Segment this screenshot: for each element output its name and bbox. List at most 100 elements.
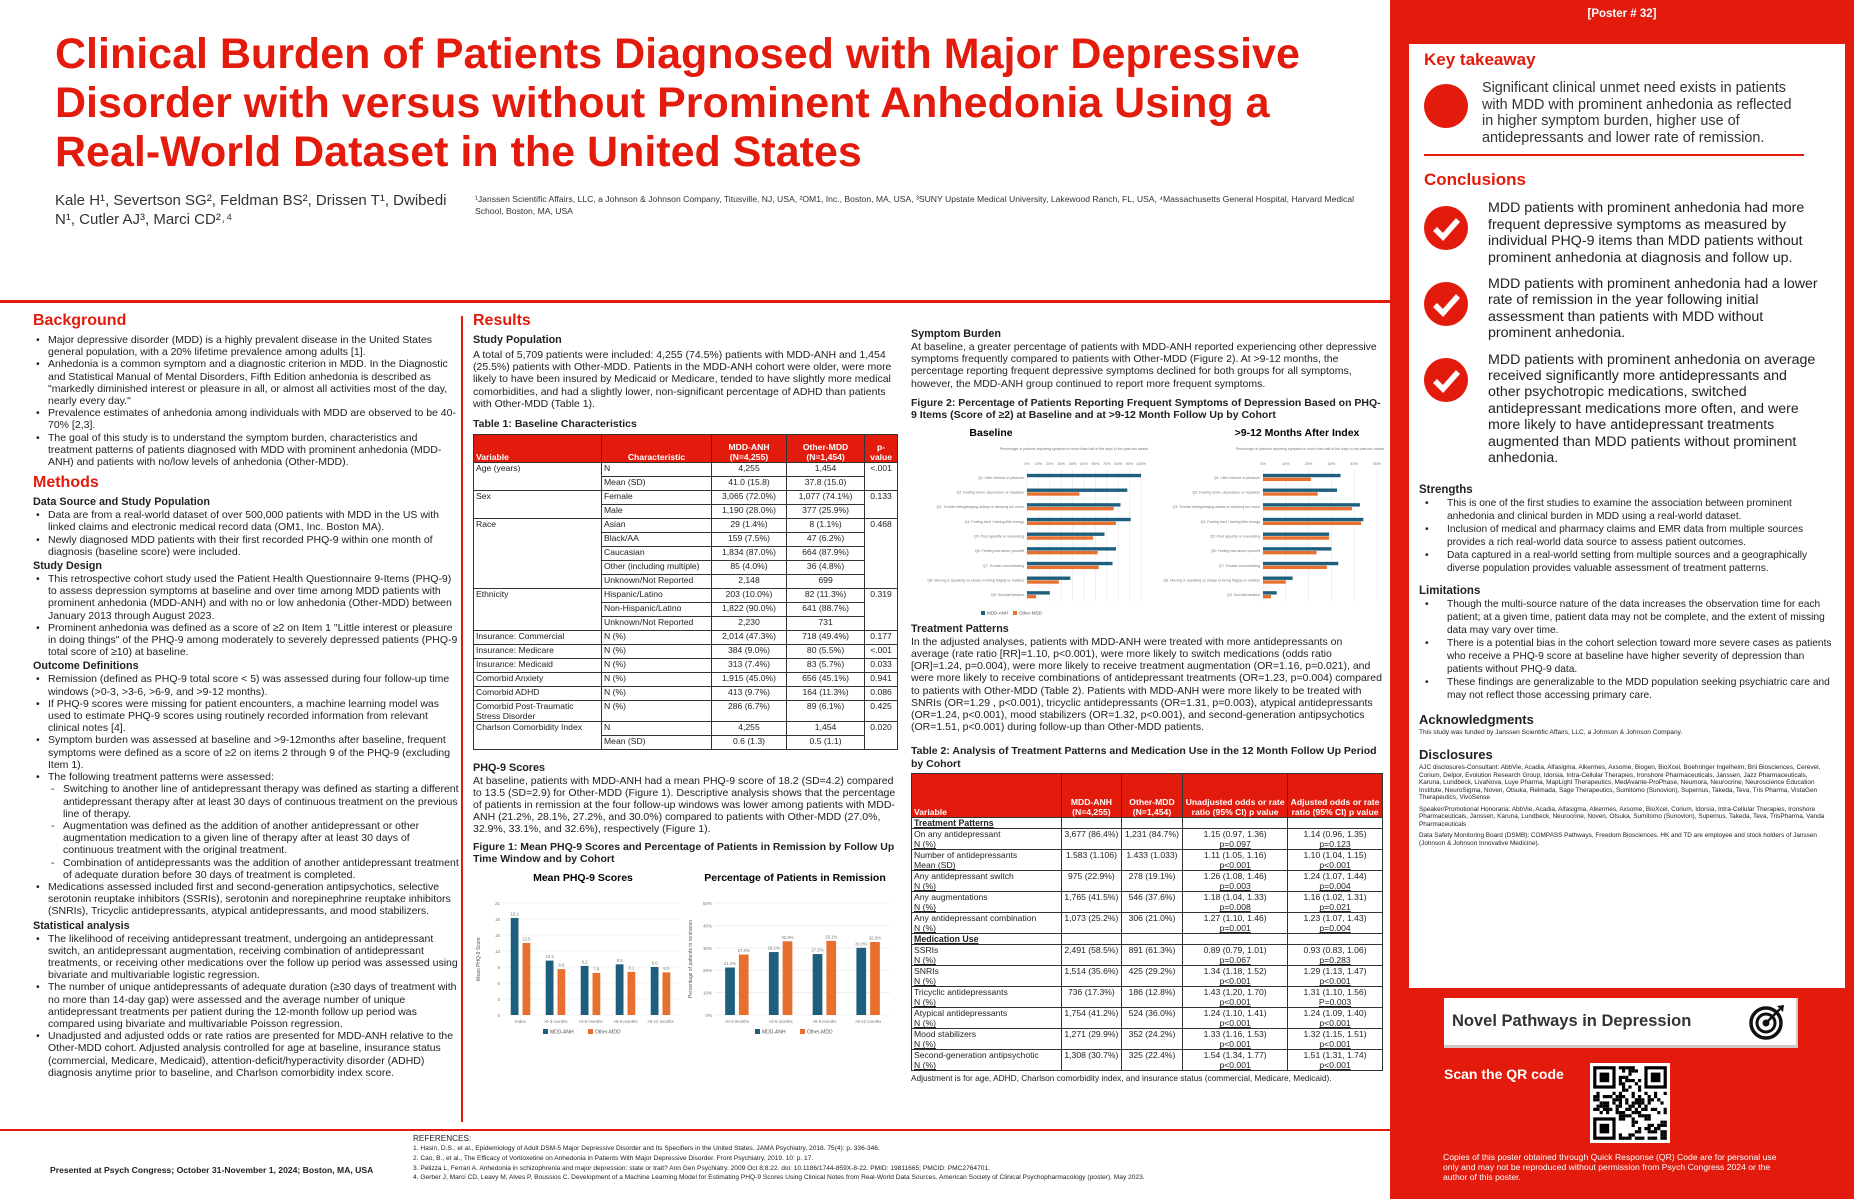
qr-module [1628, 1114, 1632, 1118]
table1-title: Table 1: Baseline Characteristics [473, 418, 637, 431]
table-cell: N (%) [601, 657, 712, 673]
qr-module [1606, 1111, 1610, 1115]
ratio-value: 1.15 (0.97, 1.36) [1203, 829, 1267, 840]
table-cell: 37.8 (15.0) [785, 475, 866, 491]
qr-module [1647, 1114, 1651, 1118]
y-tick-label: Q6: Feeling bad about yourself [975, 549, 1024, 553]
qr-module [1602, 1107, 1606, 1111]
methods-list: Data are from a real-world dataset of ov… [33, 509, 459, 558]
table-cell: 352 (24.2%) [1120, 1028, 1184, 1051]
qr-module [1606, 1107, 1610, 1111]
table-cell: 377 (25.9%) [785, 503, 866, 519]
legend-swatch [755, 1028, 760, 1034]
qr-module [1631, 1133, 1635, 1137]
qr-module [1628, 1104, 1632, 1108]
y-tick-label: Q2: Feeling down, depressed, or hopeless [956, 490, 1024, 494]
qr-module [1638, 1130, 1642, 1134]
chart-title: >9-12 Months After Index [1235, 427, 1360, 439]
table-cell [1182, 933, 1289, 946]
sub-list-item: Switching to another line of antidepress… [33, 783, 459, 820]
column-header: Adjusted odds or rate ratio (95% CI) p v… [1287, 773, 1383, 819]
qr-module [1628, 1066, 1632, 1070]
row-unit: N (%) [914, 839, 936, 850]
qr-module [1647, 1101, 1651, 1105]
chart-title: Percentage of Patients in Remission [704, 872, 885, 884]
qr-module [1631, 1091, 1635, 1095]
methods-heading: Methods [33, 474, 99, 492]
bullet-circle-icon [1424, 84, 1468, 128]
reference-item: 1. Hasin, D.S., et al., Epidemiology of … [413, 1145, 880, 1152]
x-tick-label: 30% [1057, 462, 1065, 466]
table-cell: 3,065 (72.0%) [711, 489, 787, 505]
bar-mdd-anh [580, 965, 589, 1015]
legend-swatch [1013, 610, 1017, 615]
table-cell: 1,834 (87.0%) [711, 545, 787, 561]
qr-module [1657, 1111, 1661, 1115]
bar-other-mdd [662, 971, 671, 1015]
list-item: Prevalence estimates of anhedonia among … [33, 407, 459, 431]
acknowledgments-heading: Acknowledgments [1419, 712, 1534, 728]
qr-module [1641, 1101, 1645, 1105]
phq9-text: At baseline, patients with MDD-ANH had a… [473, 774, 896, 836]
bar-mdd-anh [768, 951, 779, 1015]
ratio-value: 1.51 (1.31, 1.74) [1303, 1050, 1367, 1061]
qr-module [1609, 1107, 1613, 1111]
list-item: Data are from a real-world dataset of ov… [33, 509, 459, 533]
bar-other-mdd [1263, 521, 1362, 525]
ratio-value: 0.89 (0.79, 1.01) [1203, 945, 1267, 956]
qr-module [1602, 1104, 1606, 1108]
x-tick-label: 80% [1114, 462, 1122, 466]
qr-module [1618, 1091, 1622, 1095]
list-item: The likelihood of receiving antidepressa… [33, 933, 459, 982]
table-cell: 164 (11.3%) [785, 685, 866, 701]
qr-module [1634, 1111, 1638, 1115]
table-cell: 1,077 (74.1%) [785, 489, 866, 505]
methods-list: The likelihood of receiving antidepressa… [33, 933, 459, 1079]
row-name: Second-generation antipsychotic [914, 1050, 1039, 1061]
strengths-list: This is one of the first studies to exam… [1419, 497, 1834, 575]
qr-module [1618, 1075, 1622, 1079]
qr-module [1638, 1088, 1642, 1092]
y-tick-label: Q1: Little interest or pleasure [1214, 476, 1260, 480]
table-cell: 278 (19.1%) [1120, 870, 1184, 893]
table-cell: 413 (9.7%) [711, 685, 787, 701]
ratio-p-value: p<0.001 [1319, 976, 1351, 987]
ratio-cell: 1.11 (1.05, 1.16) p<0.001 [1182, 849, 1289, 872]
table-cell: 41.0 (15.8) [711, 475, 787, 491]
qr-module [1638, 1095, 1642, 1099]
x-tick-label: 20% [1046, 462, 1054, 466]
qr-code[interactable] [1590, 1063, 1670, 1143]
table-cell: 4,255 [711, 461, 787, 477]
authors: Kale H¹, Severtson SG², Feldman BS², Dri… [55, 192, 447, 228]
qr-finder [1599, 1123, 1610, 1134]
qr-module [1631, 1111, 1635, 1115]
list-item: Unadjusted and adjusted odds or rate rat… [33, 1030, 459, 1079]
y-tick-label: 6 [497, 981, 500, 986]
qr-module [1593, 1095, 1597, 1099]
byline: Kale H¹, Severtson SG², Feldman BS², Dri… [55, 191, 1385, 229]
x-tick-label: Index [515, 1019, 526, 1024]
x-tick-label: 50% [1080, 462, 1088, 466]
figure1: Mean PHQ-9 Scores Mean PHQ-9 Score 0 3 6 9 12 1… [473, 869, 898, 1041]
table-cell: Asian [601, 517, 712, 533]
table-cell: Non-Hispanic/Latino [601, 601, 712, 617]
qr-module [1647, 1123, 1651, 1127]
disclosure-paragraph: Data Safety Monitoring Board (DSMB): COM… [1419, 832, 1817, 847]
bar-mdd-anh [1263, 590, 1277, 595]
ratio-p-value: p=0.021 [1319, 902, 1351, 913]
bar-mdd-anh [650, 966, 659, 1015]
table-cell: 1,915 (45.0%) [711, 671, 787, 687]
bar-other-mdd [1263, 580, 1286, 584]
y-tick-label: Q7: Trouble concentrating [1219, 564, 1260, 568]
table-cell: Caucasian [601, 545, 712, 561]
variable-cell: Comorbid Post-Traumatic Stress Disorder [473, 699, 602, 722]
x-tick-label: >0-3 months [543, 1019, 567, 1024]
y-tick-label: Q3: Trouble falling/staying asleep or sl… [1173, 505, 1261, 509]
ratio-value: 1.24 (1.09, 1.40) [1303, 1008, 1367, 1019]
qr-module [1638, 1101, 1642, 1105]
ratio-value: 0.93 (0.83, 1.06) [1303, 945, 1367, 956]
data-label: 30.0% [855, 941, 867, 946]
legend-swatch [588, 1028, 593, 1034]
table-cell: Other (including multiple) [601, 559, 712, 575]
x-tick-label: >3-6 months [769, 1019, 793, 1024]
